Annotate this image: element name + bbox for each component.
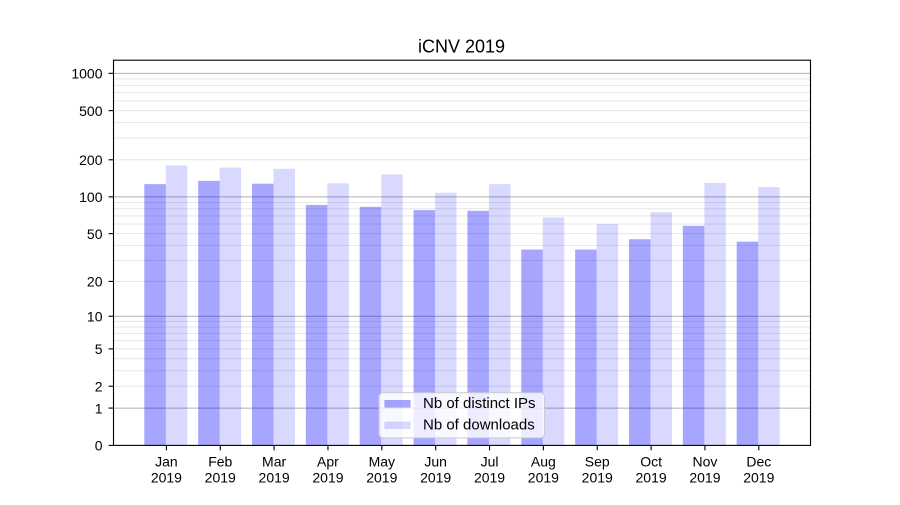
svg-text:0: 0 [95,438,103,454]
svg-text:2019: 2019 [636,470,667,486]
svg-text:500: 500 [79,103,103,119]
svg-text:2019: 2019 [312,470,343,486]
svg-text:2019: 2019 [689,470,720,486]
svg-text:20: 20 [87,274,103,290]
svg-text:Jul: Jul [481,454,499,470]
svg-text:Dec: Dec [746,454,771,470]
svg-text:2019: 2019 [151,470,182,486]
svg-text:Apr: Apr [317,454,339,470]
svg-text:2019: 2019 [259,470,290,486]
svg-text:2019: 2019 [582,470,613,486]
svg-text:1: 1 [95,400,103,416]
svg-text:May: May [369,454,395,470]
svg-text:2019: 2019 [528,470,559,486]
svg-text:2019: 2019 [474,470,505,486]
svg-text:Aug: Aug [531,454,556,470]
svg-text:Feb: Feb [208,454,232,470]
svg-text:Jan: Jan [155,454,178,470]
svg-text:1000: 1000 [71,66,102,82]
svg-text:10: 10 [87,309,103,325]
svg-text:2019: 2019 [420,470,451,486]
svg-text:iCNV 2019: iCNV 2019 [418,37,505,57]
svg-text:200: 200 [79,152,103,168]
svg-text:50: 50 [87,226,103,242]
svg-text:Oct: Oct [640,454,662,470]
svg-text:Nb of distinct IPs: Nb of distinct IPs [423,395,536,412]
svg-text:Jun: Jun [424,454,447,470]
svg-text:2019: 2019 [743,470,774,486]
svg-text:2019: 2019 [205,470,236,486]
svg-text:Mar: Mar [262,454,286,470]
svg-text:2: 2 [95,379,103,395]
svg-text:5: 5 [95,341,103,357]
svg-text:Nov: Nov [692,454,717,470]
svg-text:Nb of downloads: Nb of downloads [423,417,535,434]
svg-text:100: 100 [79,189,103,205]
svg-text:2019: 2019 [366,470,397,486]
svg-text:Sep: Sep [585,454,610,470]
